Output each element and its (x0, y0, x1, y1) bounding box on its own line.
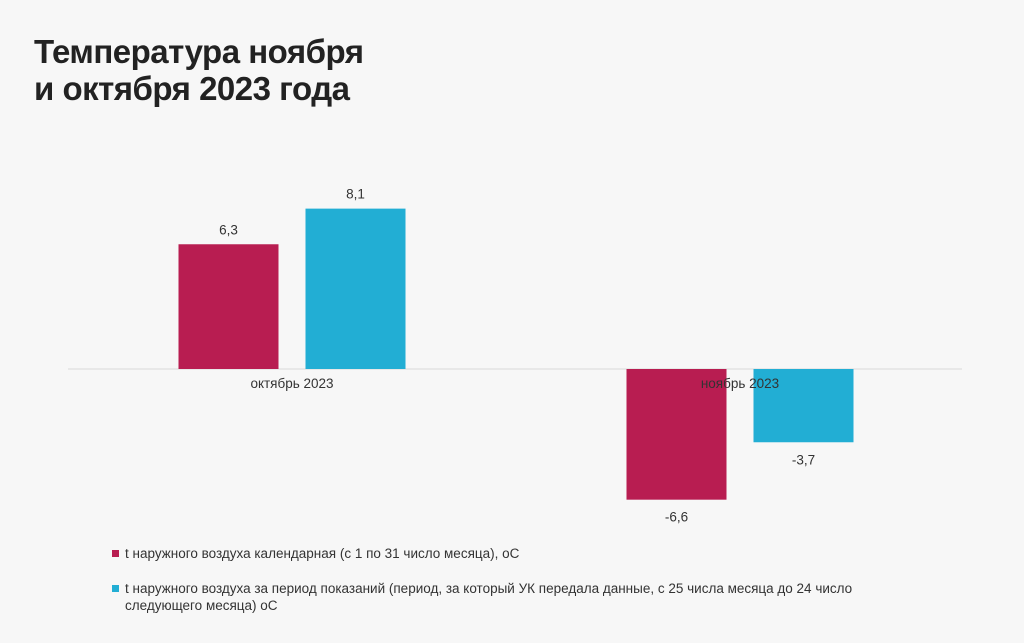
legend: t наружного воздуха календарная (с 1 по … (112, 545, 932, 632)
chart-title: Температура ноября и октября 2023 года (34, 33, 364, 107)
data-label-series-1-cat-1: -3,7 (792, 452, 815, 467)
category-label-1: ноябрь 2023 (701, 376, 779, 391)
bars-group: 6,3 8,1 -6,6 -3,7 (178, 187, 854, 525)
legend-item-calendar: t наружного воздуха календарная (с 1 по … (112, 545, 932, 562)
legend-label-period: t наружного воздуха за период показаний … (125, 581, 853, 613)
data-label-series-0-cat-1: -6,6 (665, 510, 688, 525)
chart-title-line-2: и октября 2023 года (34, 70, 350, 107)
bar-series-0-cat-0 (178, 244, 279, 369)
legend-item-period: t наружного воздуха за период показаний … (112, 580, 932, 614)
bar-series-1-cat-0 (305, 208, 406, 369)
bar-series-1-cat-1 (753, 369, 854, 443)
data-label-series-1-cat-0: 8,1 (346, 187, 365, 202)
data-label-series-0-cat-0: 6,3 (219, 222, 238, 237)
legend-label-calendar: t наружного воздуха календарная (с 1 по … (125, 546, 520, 561)
legend-swatch-calendar (112, 550, 119, 557)
bar-series-0-cat-1 (626, 369, 727, 500)
legend-swatch-period (112, 585, 119, 592)
category-label-0: октябрь 2023 (250, 376, 333, 391)
chart-title-line-1: Температура ноября (34, 33, 364, 70)
category-labels: октябрь 2023 ноябрь 2023 (250, 376, 779, 391)
